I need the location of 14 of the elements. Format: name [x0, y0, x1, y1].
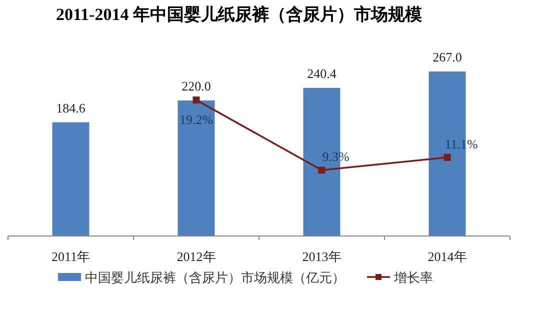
data-label: 220.0 [182, 78, 211, 94]
bar [178, 100, 215, 236]
data-label: 184.6 [56, 100, 86, 116]
x-tick-label: 2012年 [176, 249, 216, 264]
data-label: 19.2% [179, 112, 214, 127]
chart-title: 2011-2014 年中国婴儿纸尿裤（含尿片）市场规模 [56, 5, 422, 24]
x-tick-label: 2013年 [302, 249, 342, 264]
data-label: 267.0 [432, 49, 462, 64]
legend-label: 中国婴儿纸尿裤（含尿片）市场规模（亿元） [85, 271, 345, 286]
bar [52, 122, 90, 236]
legend-label: 增长率 [393, 270, 433, 286]
x-tick-label: 2011年 [51, 249, 90, 264]
x-tick-label: 2014年 [428, 249, 467, 264]
data-label: 240.4 [307, 66, 337, 81]
